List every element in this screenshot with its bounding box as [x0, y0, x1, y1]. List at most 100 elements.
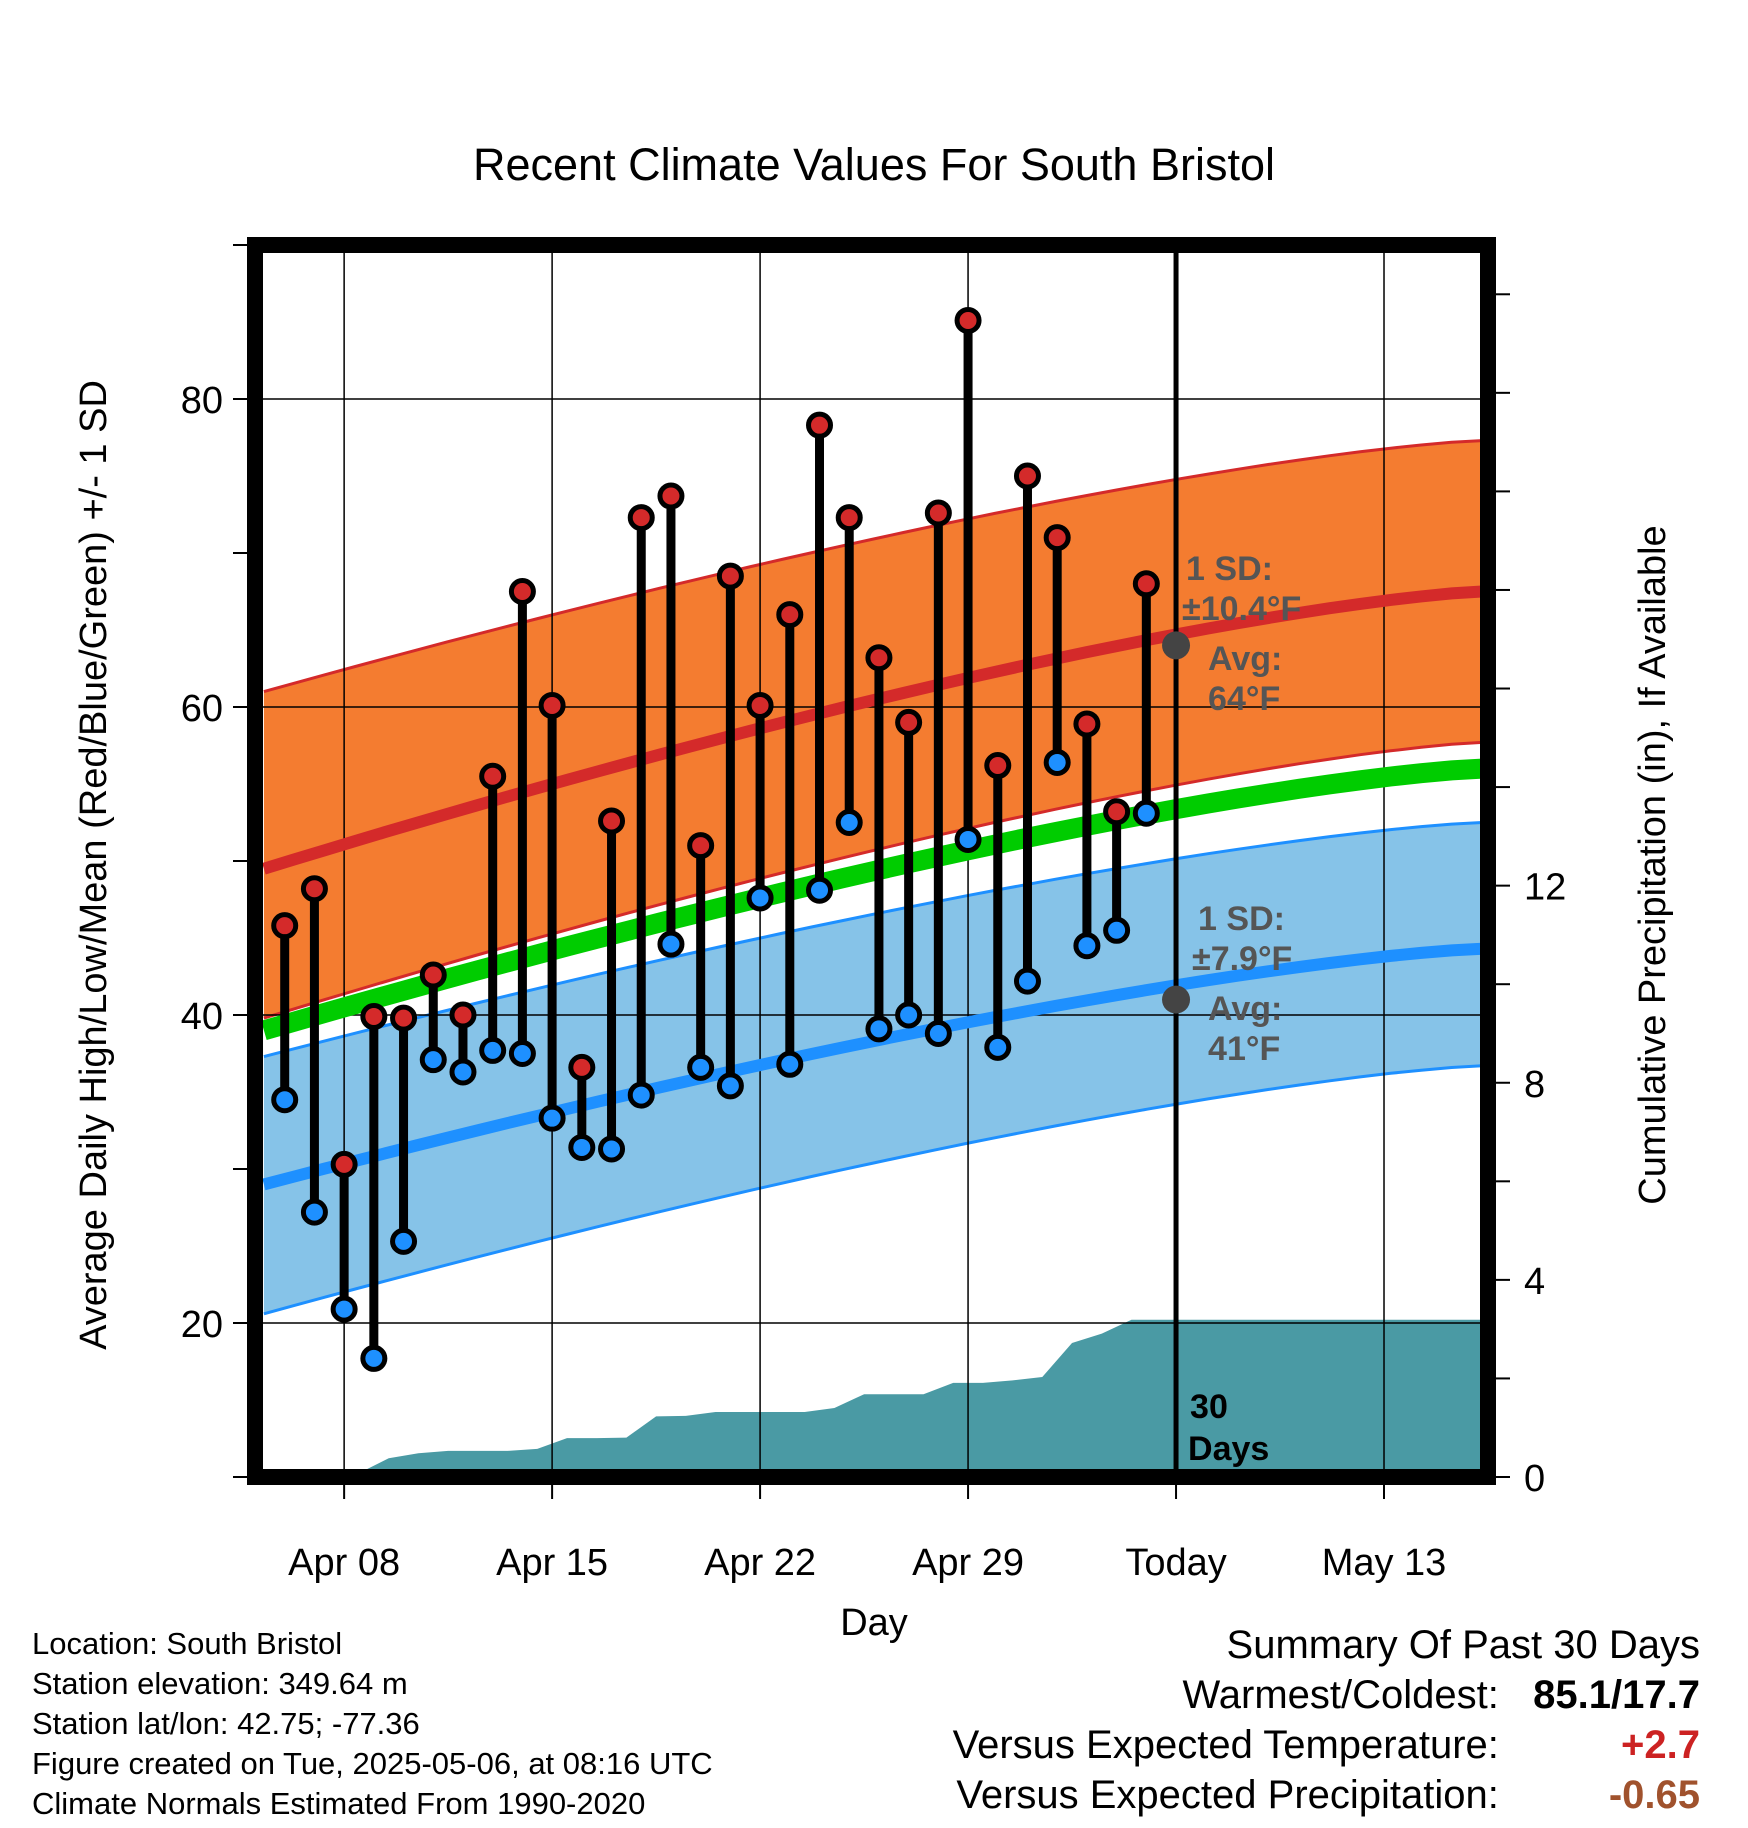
daily-high-point: [924, 499, 952, 527]
latlon-text: Station lat/lon: 42.75; -77.36: [32, 1706, 420, 1741]
daily-high-point: [746, 691, 774, 719]
daily-low-point: [300, 1198, 328, 1226]
mean-normal-line: [261, 758, 1483, 1041]
daily-high-point: [568, 1053, 596, 1081]
daily-low-point: [390, 1227, 418, 1255]
daily-high-point: [1103, 798, 1131, 826]
location-text: Location: South Bristol: [32, 1626, 343, 1661]
chart-title: Recent Climate Values For South Bristol: [473, 139, 1275, 190]
daily-high-point: [657, 482, 685, 510]
x-tick-label: May 13: [1322, 1542, 1447, 1584]
daily-high-point: [598, 807, 626, 835]
y-tick-label: 20: [181, 1304, 223, 1346]
x-axis-label: Day: [840, 1602, 908, 1644]
daily-low-point: [865, 1015, 893, 1043]
temp-value: +2.7: [1621, 1723, 1700, 1767]
low-sd-label: 1 SD:: [1198, 900, 1285, 938]
elevation-text: Station elevation: 349.64 m: [32, 1666, 408, 1701]
warm-cold-label: Warmest/Coldest:: [1182, 1673, 1499, 1717]
daily-low-point: [984, 1033, 1012, 1061]
daily-high-point: [449, 1001, 477, 1029]
x-tick-label: Apr 15: [496, 1542, 608, 1584]
y-right-tick-label: 0: [1524, 1458, 1545, 1500]
high-sd-label: 1 SD:: [1186, 550, 1273, 588]
daily-high-point: [330, 1150, 358, 1178]
warm-cold-row: Warmest/Coldest: 85.1/17.7: [953, 1670, 1701, 1720]
daily-low-point: [360, 1344, 388, 1372]
y-tick-label: 60: [181, 688, 223, 730]
daily-high-point: [390, 1004, 418, 1032]
daily-low-point: [716, 1072, 744, 1100]
daily-low-point: [271, 1086, 299, 1114]
daily-low-point: [1013, 967, 1041, 995]
daily-high-point: [271, 912, 299, 940]
daily-low-point: [895, 1001, 923, 1029]
daily-low-point: [746, 884, 774, 912]
daily-low-point: [657, 930, 685, 958]
plot-frame: [247, 237, 1496, 1485]
daily-high-point: [479, 762, 507, 790]
y-tick-label: 40: [181, 996, 223, 1038]
precip-value: -0.65: [1608, 1773, 1700, 1817]
daily-high-point: [1132, 570, 1160, 598]
daily-high-point: [835, 504, 863, 532]
warm-cold-value: 85.1/17.7: [1533, 1673, 1700, 1717]
daily-high-point: [895, 708, 923, 736]
daily-low-point: [419, 1046, 447, 1074]
daily-low-point: [806, 876, 834, 904]
daily-high-point: [687, 832, 715, 860]
daily-high-point: [627, 504, 655, 532]
temp-row: Versus Expected Temperature: +2.7: [953, 1720, 1700, 1770]
daily-high-point: [865, 644, 893, 672]
daily-low-point: [954, 825, 982, 853]
daily-low-point: [598, 1135, 626, 1163]
daily-low-point: [568, 1133, 596, 1161]
high-normal-line: [262, 585, 1483, 875]
daily-low-point: [330, 1295, 358, 1323]
daily-low-point: [1043, 748, 1071, 776]
days-count-label: 30: [1190, 1388, 1228, 1426]
daily-low-point: [1073, 932, 1101, 960]
daily-low-point: [1103, 916, 1131, 944]
daily-high-point: [716, 562, 744, 590]
daily-high-point: [776, 601, 804, 629]
x-tick-label: Today: [1125, 1542, 1226, 1584]
daily-high-point: [300, 875, 328, 903]
days-word-label: Days: [1188, 1430, 1269, 1468]
daily-low-point: [924, 1019, 952, 1047]
high-sd-value: ±10.4°F: [1182, 590, 1301, 628]
daily-high-point: [1043, 524, 1071, 552]
high-sd-upper-line: [263, 439, 1483, 694]
temp-label: Versus Expected Temperature:: [952, 1723, 1499, 1767]
created-text: Figure created on Tue, 2025-05-06, at 08…: [32, 1746, 713, 1781]
daily-low-point: [449, 1058, 477, 1086]
precip-label: Versus Expected Precipitation:: [956, 1773, 1499, 1817]
daily-high-point: [984, 752, 1012, 780]
daily-high-point: [419, 961, 447, 989]
normals-source-text: Climate Normals Estimated From 1990-2020: [32, 1786, 646, 1821]
daily-high-point: [954, 306, 982, 334]
x-tick-label: Apr 08: [288, 1542, 400, 1584]
daily-low-point: [776, 1050, 804, 1078]
y-right-tick-label: 12: [1524, 867, 1566, 909]
high-sd-lower-line: [263, 740, 1483, 1020]
daily-low-point: [479, 1036, 507, 1064]
x-tick-label: Apr 29: [912, 1542, 1024, 1584]
daily-high-point: [1073, 710, 1101, 738]
daily-high-point: [508, 578, 536, 605]
low-normal-line: [262, 942, 1483, 1191]
daily-low-point: [835, 809, 863, 836]
summary-heading: Summary Of Past 30 Days: [1226, 1623, 1700, 1667]
y-right-tick-label: 4: [1524, 1261, 1545, 1303]
y-axis-right-label: Cumulative Precipitation (in), If Availa…: [1632, 525, 1674, 1204]
precip-row: Versus Expected Precipitation: -0.65: [953, 1770, 1700, 1820]
daily-low-point: [627, 1081, 655, 1109]
daily-high-point: [806, 411, 834, 439]
daily-high-point: [1013, 462, 1041, 490]
low-avg-label: Avg:: [1208, 990, 1282, 1028]
daily-high-point: [360, 1003, 388, 1031]
daily-high-point: [538, 691, 566, 719]
y-axis-label: Average Daily High/Low/Mean (Red/Blue/Gr…: [73, 380, 115, 1350]
high-avg-value: 64°F: [1208, 680, 1280, 718]
